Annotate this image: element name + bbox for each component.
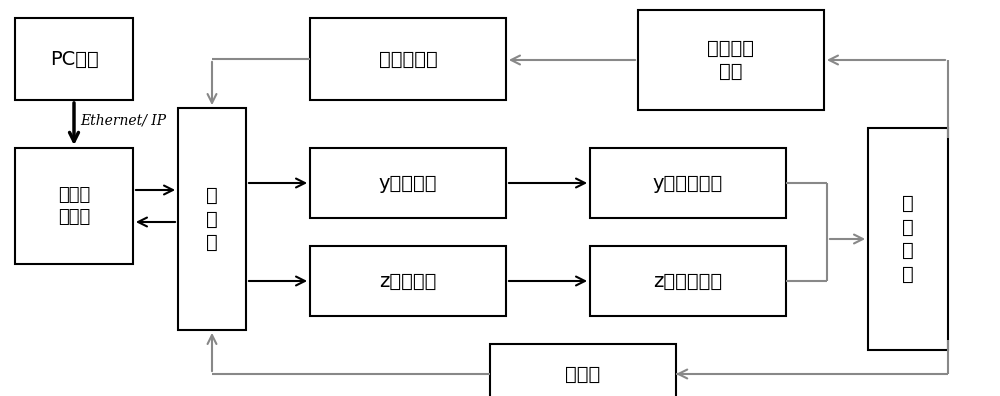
Text: 三维力传
感器: 三维力传 感器 bbox=[708, 39, 755, 81]
Text: y轴运动机构: y轴运动机构 bbox=[653, 173, 723, 192]
Text: y轴驱动器: y轴驱动器 bbox=[379, 173, 437, 192]
Bar bbox=[310, 148, 506, 218]
Bar bbox=[868, 128, 948, 350]
Text: 信号放大器: 信号放大器 bbox=[379, 50, 437, 69]
Text: 端
子
板: 端 子 板 bbox=[206, 186, 218, 252]
Text: 编码器: 编码器 bbox=[565, 364, 601, 383]
Text: PC主机: PC主机 bbox=[50, 50, 98, 69]
Bar bbox=[310, 18, 506, 100]
Bar bbox=[490, 344, 676, 396]
Text: Ethernet/ IP: Ethernet/ IP bbox=[80, 113, 166, 127]
Text: 工
具
末
端: 工 具 末 端 bbox=[902, 194, 914, 284]
Bar bbox=[15, 148, 133, 264]
Bar bbox=[310, 246, 506, 316]
Bar bbox=[590, 246, 786, 316]
Bar bbox=[638, 10, 824, 110]
Bar bbox=[590, 148, 786, 218]
Text: 嵌入式
控制器: 嵌入式 控制器 bbox=[58, 186, 90, 226]
Text: z轴驱动器: z轴驱动器 bbox=[379, 272, 437, 291]
Bar bbox=[15, 18, 133, 100]
Text: z轴运动机构: z轴运动机构 bbox=[653, 272, 723, 291]
Bar bbox=[178, 108, 246, 330]
